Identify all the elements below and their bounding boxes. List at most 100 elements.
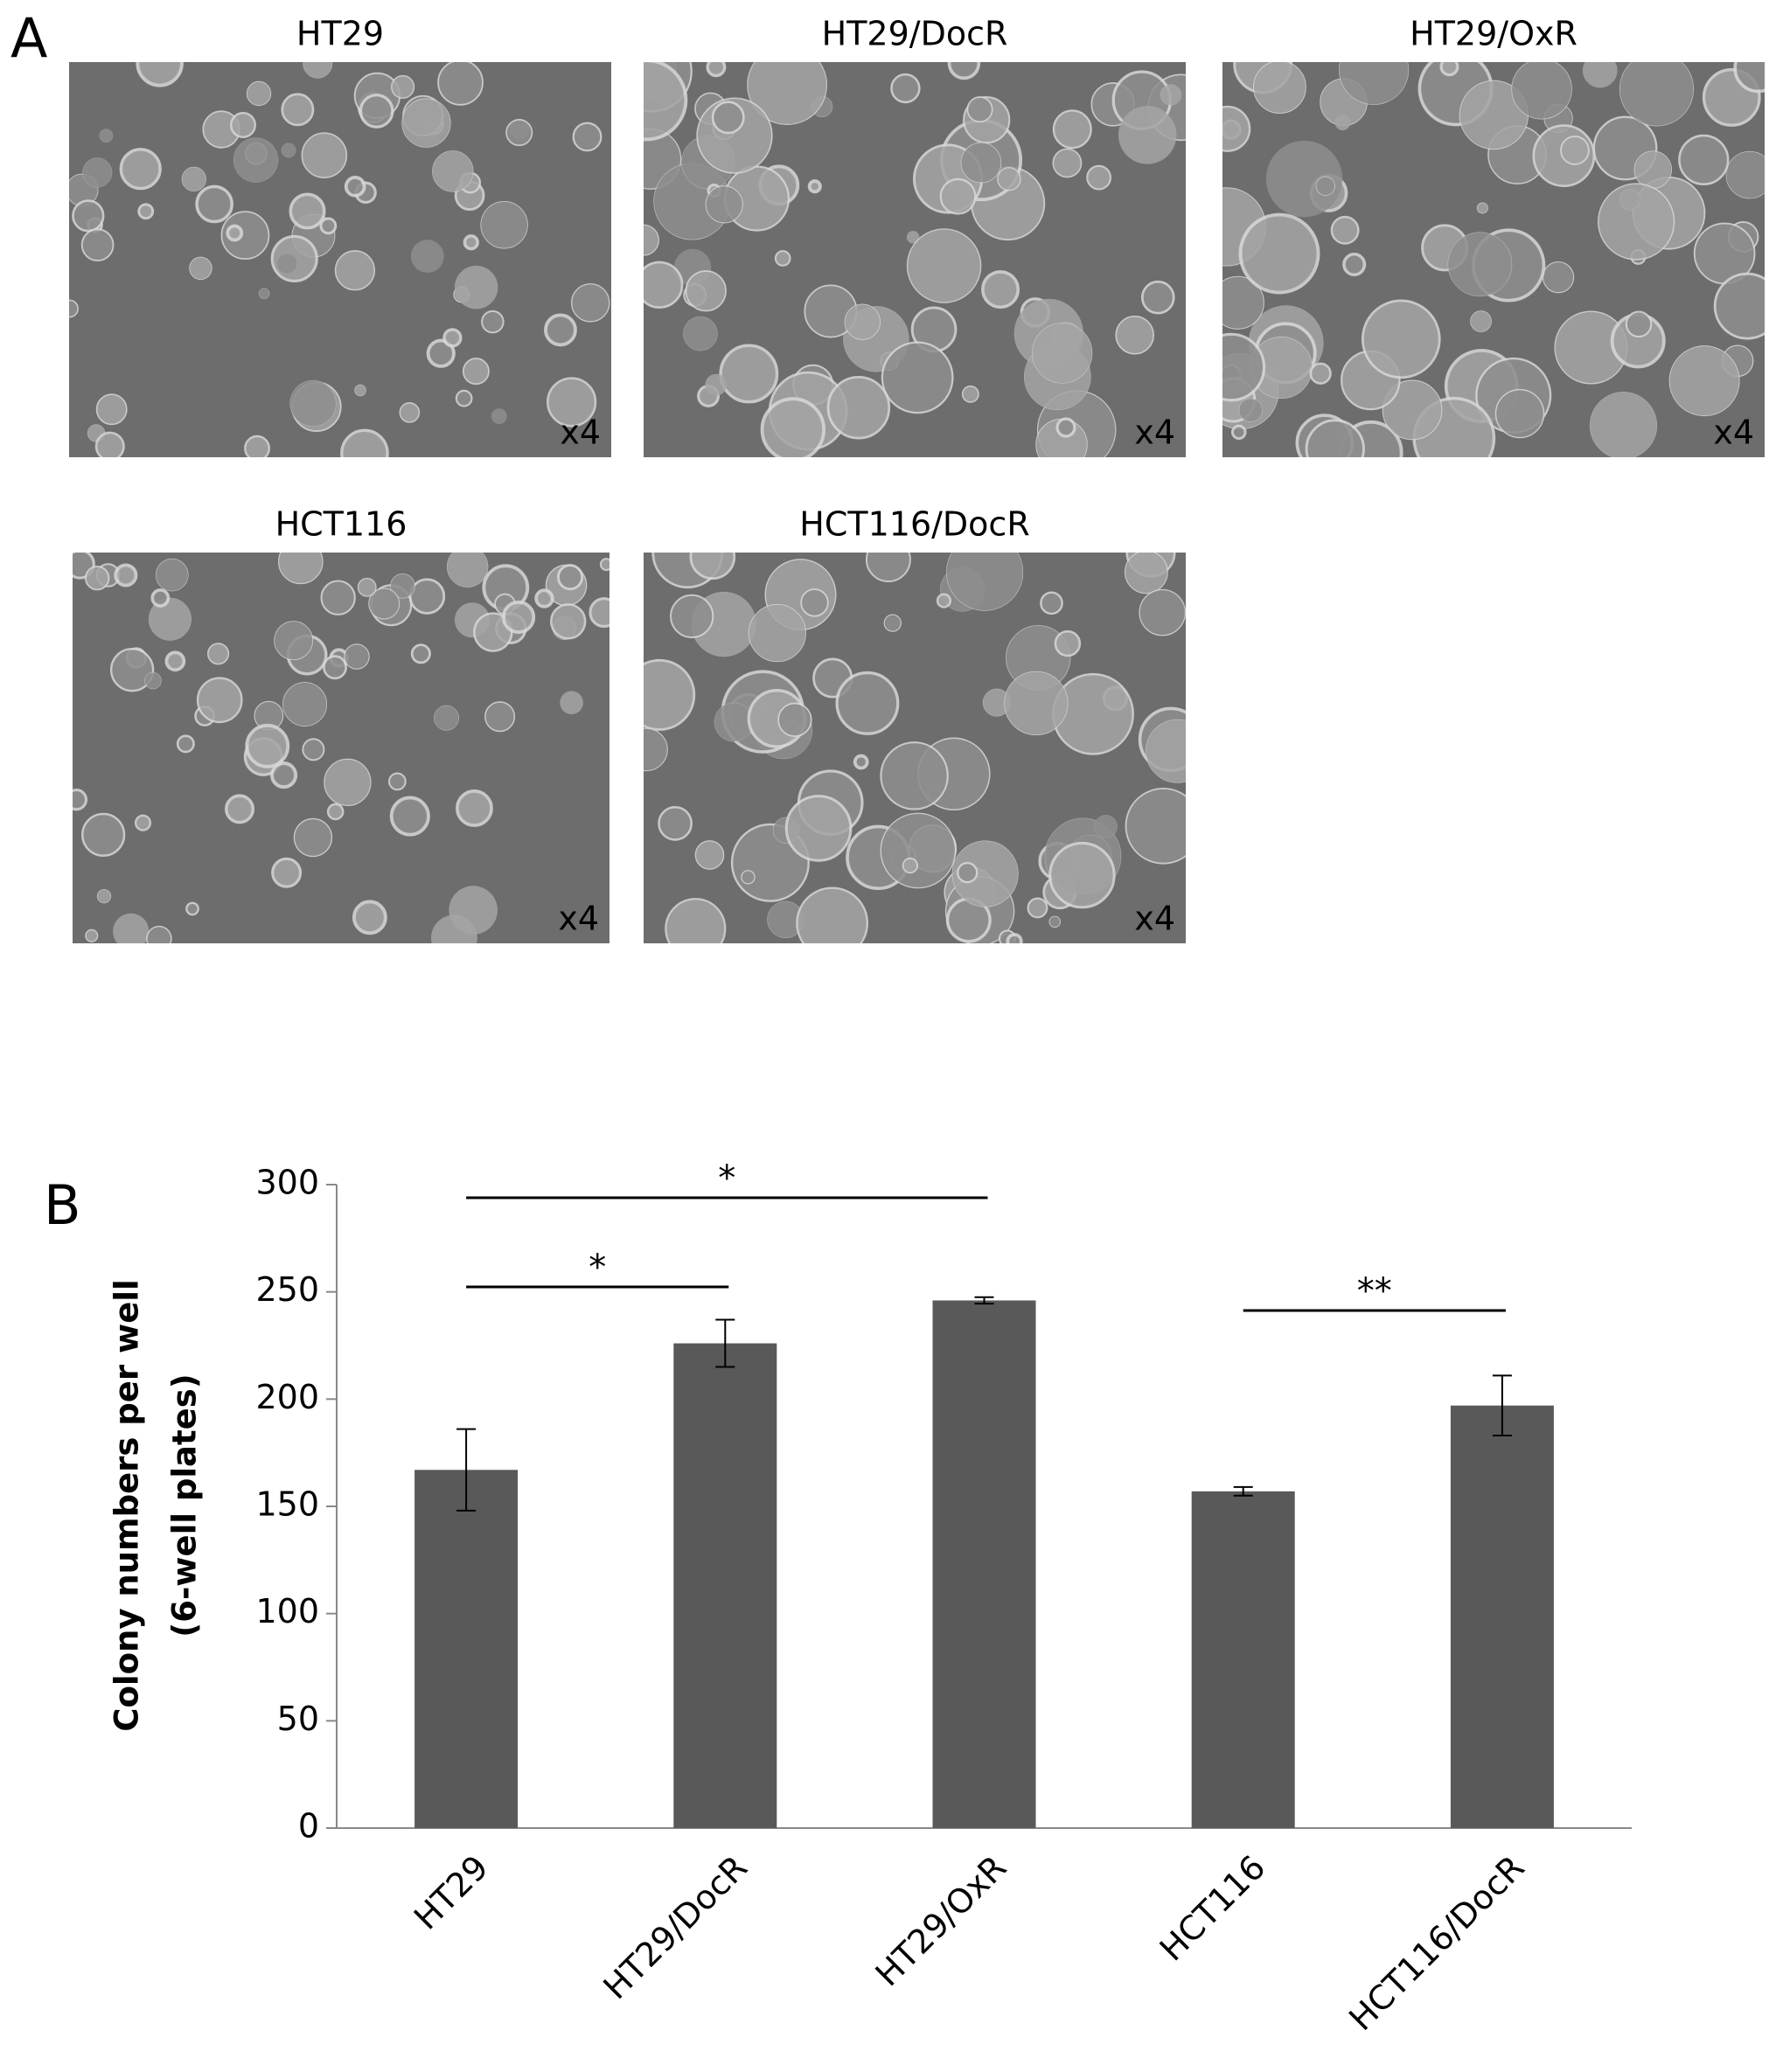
significance-label: ** (1357, 1271, 1392, 1311)
colony (1583, 62, 1618, 88)
colony (1040, 591, 1063, 615)
panel-label: A (10, 6, 47, 70)
micrograph-title: HCT116/DocR (799, 505, 1029, 544)
colony (1330, 215, 1360, 245)
colony (84, 566, 110, 591)
colony (278, 553, 324, 585)
colony (1494, 388, 1545, 439)
colony (354, 384, 366, 397)
colony (69, 299, 79, 318)
colony (302, 738, 325, 761)
colony (80, 228, 115, 262)
colony (1476, 202, 1488, 214)
colony (1052, 109, 1092, 149)
colony (1342, 253, 1367, 277)
colony (906, 228, 982, 303)
colony (245, 723, 290, 768)
magnification: x4 (560, 414, 601, 452)
colony (109, 647, 155, 692)
colony (181, 166, 206, 191)
colony (883, 614, 902, 632)
colony (685, 270, 727, 312)
colony (99, 129, 114, 143)
x-tick-label: HCT116/DocR (1341, 1848, 1531, 2038)
colony (1125, 788, 1186, 865)
colonies (1222, 62, 1765, 457)
colony (961, 385, 979, 403)
colony (410, 643, 431, 664)
colony (1054, 629, 1082, 657)
colony (389, 796, 430, 837)
y-tick-label: 50 (277, 1700, 319, 1738)
colony (1222, 332, 1266, 402)
colony (1238, 212, 1320, 295)
y-tick-label: 100 (255, 1592, 319, 1630)
colony (1511, 62, 1572, 120)
colony (81, 812, 126, 857)
colony (547, 377, 597, 428)
colony (344, 643, 370, 670)
colony (1542, 261, 1575, 294)
colony (359, 94, 394, 129)
colony (368, 588, 400, 620)
colony (1725, 150, 1765, 199)
colony (334, 250, 376, 291)
colony (258, 288, 270, 300)
colony (289, 192, 326, 230)
colony (1048, 915, 1062, 928)
colony (206, 643, 230, 665)
bar (673, 1343, 777, 1828)
colony (777, 702, 812, 738)
error-bar (974, 1296, 994, 1305)
colony (1032, 323, 1093, 384)
colony (835, 671, 900, 735)
colonies (644, 62, 1186, 457)
colony (146, 925, 172, 943)
colony (357, 577, 377, 597)
y-tick-label: 300 (255, 1164, 319, 1202)
significance-label: * (589, 1248, 606, 1288)
colony (1339, 62, 1410, 105)
colony (1334, 115, 1351, 131)
colony (82, 157, 113, 188)
bar (414, 1470, 519, 1828)
colony (189, 256, 212, 281)
colony (113, 913, 150, 943)
colony (303, 62, 333, 79)
colony (185, 901, 199, 916)
colony (446, 553, 489, 588)
colony (1470, 310, 1492, 332)
colony (1253, 62, 1306, 115)
bar (1450, 1405, 1554, 1828)
colony (326, 803, 345, 821)
colony (800, 588, 829, 617)
colony (434, 705, 459, 731)
colony (1713, 272, 1765, 340)
colony (150, 588, 171, 608)
colony (890, 73, 921, 104)
colony (774, 250, 791, 267)
colony (144, 671, 162, 690)
colony (1055, 417, 1076, 438)
micrograph (1222, 62, 1765, 457)
colony (1625, 310, 1653, 338)
colony (714, 702, 754, 742)
colony (340, 428, 389, 457)
y-axis-title: Colony numbers per well (108, 1279, 146, 1731)
x-tick-label: HT29/DocR (596, 1848, 756, 2007)
colony (644, 224, 660, 256)
colony (550, 603, 587, 640)
colony (966, 96, 993, 123)
colony (164, 650, 186, 672)
colony (748, 604, 806, 663)
colony (853, 754, 869, 770)
colony (1048, 841, 1116, 909)
colony (391, 74, 415, 100)
magnification: x4 (1134, 900, 1175, 938)
y-tick-label: 150 (255, 1485, 319, 1524)
micrograph (644, 62, 1186, 457)
colony (463, 234, 479, 251)
colony (807, 179, 822, 194)
colony (233, 137, 279, 183)
error-bar (456, 1428, 477, 1512)
